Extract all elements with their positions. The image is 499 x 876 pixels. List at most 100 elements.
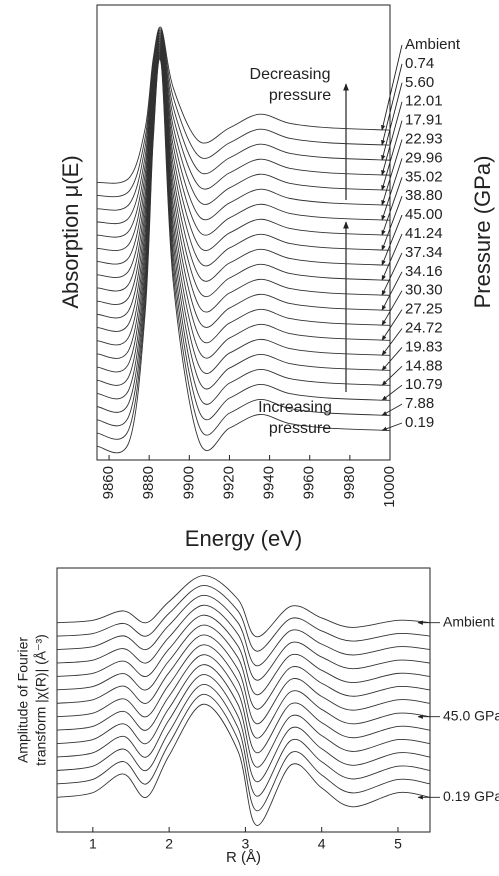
- spectrum-line: [96, 49, 391, 373]
- legend-arrow: [381, 214, 403, 266]
- spectrum-line: [96, 53, 391, 413]
- spectrum-line: [56, 644, 431, 739]
- spectrum-line: [96, 26, 391, 184]
- legend-label: Ambient: [405, 36, 461, 53]
- legend-label: 19.83: [405, 338, 443, 355]
- x-tick-label: 9920: [220, 466, 237, 499]
- x-tick-label: 4: [318, 836, 326, 852]
- legend-arrow: [381, 101, 403, 176]
- spectrum-line: [96, 56, 391, 440]
- spectrum-line: [56, 664, 431, 768]
- legend-label: 0.74: [405, 55, 434, 72]
- spectrum-line: [56, 703, 431, 826]
- x-axis-title: Energy (eV): [185, 526, 302, 551]
- legend-arrow: [381, 403, 403, 416]
- spectrum-line: [96, 52, 391, 400]
- spectrum-line: [56, 604, 431, 681]
- annotation: Decreasing: [250, 66, 331, 83]
- legend-label: 22.93: [405, 130, 443, 147]
- spectrum-line: [56, 674, 431, 783]
- legend-label: 38.80: [405, 187, 443, 204]
- legend-arrow: [381, 252, 403, 296]
- legend-label: 7.88: [405, 395, 434, 412]
- legend-label: 12.01: [405, 93, 443, 110]
- spectrum-line: [96, 42, 391, 319]
- y-axis-title: transform |χ(R)| (Å⁻³): [33, 634, 49, 766]
- spectrum-line: [96, 44, 391, 332]
- plot-frame: [96, 4, 391, 461]
- annotation: Increasing: [258, 399, 332, 416]
- legend-label: 35.02: [405, 168, 443, 185]
- spectrum-line: [56, 654, 431, 754]
- legend-label: 45.0 GPa: [443, 707, 499, 723]
- legend-label: 24.72: [405, 319, 443, 336]
- legend-arrow: [381, 177, 403, 236]
- y-axis-title: Absorption μ(E): [58, 155, 83, 308]
- spectrum-line: [56, 634, 431, 725]
- x-tick-label: 9980: [341, 466, 358, 499]
- legend-label: 45.00: [405, 206, 443, 223]
- x-tick-label: 2: [165, 836, 173, 852]
- x-tick-label: 9940: [261, 466, 278, 499]
- legend-arrow: [381, 422, 403, 431]
- legend-arrow: [381, 139, 403, 206]
- spectrum-line: [96, 37, 391, 278]
- spectrum-line: [96, 34, 391, 251]
- x-tick-label: 3: [242, 836, 250, 852]
- legend-label: 30.30: [405, 282, 443, 299]
- legend-arrow: [381, 196, 403, 251]
- legend-label: 0.19: [405, 414, 434, 431]
- annotation: pressure: [269, 87, 331, 104]
- legend-arrow: [381, 271, 403, 311]
- legend-label: 10.79: [405, 376, 443, 393]
- spectrum-line: [96, 28, 391, 198]
- x-tick-label: 9960: [301, 466, 318, 499]
- spectrum-line: [96, 29, 391, 211]
- legend-arrow: [381, 328, 403, 356]
- spectrum-line: [96, 47, 391, 359]
- legend-arrow: [381, 44, 403, 131]
- legend-label: 29.96: [405, 149, 443, 166]
- spectrum-line: [96, 31, 391, 225]
- legend-arrow: [381, 82, 403, 161]
- legend-arrow: [381, 347, 403, 371]
- legend-arrow: [381, 309, 403, 341]
- spectrum-line: [96, 41, 391, 305]
- legend-arrow: [381, 63, 403, 146]
- spectrum-line: [96, 39, 391, 292]
- legend-label: 14.88: [405, 357, 443, 374]
- legend-label: 41.24: [405, 225, 443, 242]
- spectrum-line: [96, 36, 391, 265]
- legend-arrow: [381, 233, 403, 281]
- y-axis-title: Amplitude of Fourier: [15, 637, 31, 763]
- legend-label: 27.25: [405, 301, 443, 318]
- x-tick-label: 9860: [100, 466, 117, 499]
- spectrum-line: [96, 58, 391, 454]
- spectrum-line: [96, 50, 391, 386]
- plot-frame: [56, 567, 431, 833]
- legend-label: 5.60: [405, 74, 434, 91]
- legend-arrow: [381, 120, 403, 191]
- spectrum-line: [56, 683, 431, 797]
- spectrum-line: [56, 693, 431, 812]
- legend-title: Pressure (GPa): [470, 156, 495, 309]
- legend-arrow: [381, 365, 403, 386]
- legend-arrow: [381, 158, 403, 221]
- legend-arrow: [381, 290, 403, 326]
- spectrum-line: [56, 594, 431, 667]
- legend-arrow: [381, 384, 403, 401]
- spectrum-line: [96, 55, 391, 427]
- legend-label: 37.34: [405, 244, 443, 261]
- spectrum-line: [56, 584, 431, 652]
- x-tick-label: 1: [89, 836, 97, 852]
- x-tick-label: 9900: [180, 466, 197, 499]
- spectrum-line: [96, 45, 391, 346]
- x-axis-title: R (Å): [226, 849, 261, 866]
- spectrum-line: [56, 624, 431, 710]
- x-tick-label: 9880: [140, 466, 157, 499]
- legend-label: 34.16: [405, 263, 443, 280]
- legend-label: 0.19 GPa: [443, 788, 499, 804]
- x-tick-label: 10000: [381, 466, 398, 508]
- spectrum-line: [56, 575, 431, 638]
